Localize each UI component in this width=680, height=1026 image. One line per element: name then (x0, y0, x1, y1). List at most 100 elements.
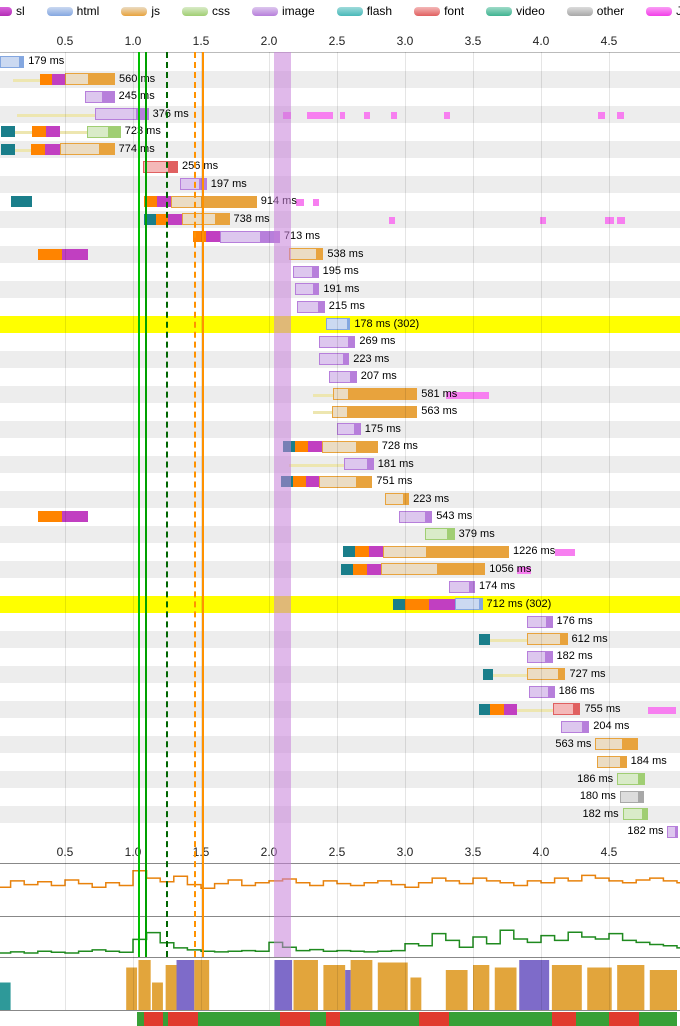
waterfall-rows: 179 ms 560 ms 245 ms 376 ms 723 ms 774 ms 256 … (0, 53, 680, 841)
waterfall-row[interactable]: 914 ms (0, 193, 680, 211)
waterfall-row[interactable]: 181 ms (0, 455, 680, 473)
segment-dl (558, 668, 566, 680)
request-time-label: 191 ms (323, 282, 360, 295)
segment-dl (427, 545, 510, 558)
js-execution-mark (539, 216, 546, 224)
segment-ssl (52, 73, 65, 85)
segment-conn (292, 476, 307, 487)
waterfall-row[interactable]: 215 ms (0, 298, 680, 316)
waterfall-row[interactable]: 184 ms (0, 753, 680, 771)
waterfall-row[interactable]: 563 ms (0, 735, 680, 753)
waterfall-row[interactable]: 186 ms (0, 770, 680, 788)
request-time-label: 182 ms (582, 807, 619, 820)
segment-ttfb (619, 790, 639, 803)
segment-dl (574, 703, 581, 715)
other-swatch-icon (566, 6, 593, 16)
js-execution-mark (617, 216, 626, 224)
js-execution-mark (312, 199, 319, 206)
waterfall-row[interactable]: 379 ms (0, 525, 680, 543)
waterfall-row[interactable]: 245 ms (0, 88, 680, 106)
request-time-label: 174 ms (479, 580, 516, 592)
segment-conn (31, 143, 45, 155)
waterfall-row[interactable]: 223 ms (0, 350, 680, 368)
legend-label: js (151, 4, 161, 18)
segment-ttfb (424, 528, 448, 540)
waterfall-row[interactable]: 738 ms (0, 210, 680, 228)
waterfall-row[interactable]: 712 ms (302) (0, 595, 680, 613)
segment-ssl (45, 126, 60, 137)
legend-label: sl (16, 4, 25, 18)
segment-wait (493, 673, 528, 677)
waterfall-row[interactable]: 376 ms (0, 105, 680, 123)
time-axis-tick: 1.0 (124, 845, 142, 859)
waterfall-row[interactable]: 751 ms (0, 473, 680, 491)
segment-dns (479, 703, 490, 715)
waterfall-row[interactable]: 1226 ms (0, 543, 680, 561)
segment-ttfb (343, 458, 369, 470)
waterfall-row[interactable]: 186 ms (0, 683, 680, 701)
waterfall-row[interactable]: 581 ms (0, 385, 680, 403)
activity-script-block (445, 970, 468, 1010)
segment-dl (560, 633, 568, 645)
waterfall-row[interactable]: 204 ms (0, 718, 680, 736)
waterfall-row[interactable]: 727 ms (0, 665, 680, 683)
segment-dl (349, 335, 356, 348)
waterfall-row[interactable]: 755 ms (0, 700, 680, 718)
waterfall-row[interactable]: 179 ms (0, 53, 680, 71)
waterfall-row[interactable]: 774 ms (0, 140, 680, 158)
waterfall-row[interactable]: 195 ms (0, 263, 680, 281)
waterfall-row[interactable]: 175 ms (0, 420, 680, 438)
waterfall-row[interactable]: 256 ms (0, 158, 680, 176)
waterfall-row[interactable]: 197 ms (0, 175, 680, 193)
waterfall-row[interactable]: 182 ms (0, 823, 680, 841)
waterfall-row[interactable]: 543 ms (0, 508, 680, 526)
segment-ttfb (179, 178, 201, 190)
segment-ttfb (319, 335, 350, 348)
waterfall-row[interactable]: 191 ms (0, 280, 680, 298)
segment-wait (14, 148, 31, 152)
waterfall-row[interactable]: 207 ms (0, 368, 680, 386)
time-axis-tick: 2.5 (328, 845, 346, 859)
waterfall-row[interactable]: 560 ms (0, 70, 680, 88)
waterfall-row[interactable]: 269 ms (0, 333, 680, 351)
request-time-label: 713 ms (283, 230, 320, 242)
waterfall-row[interactable]: 612 ms (0, 630, 680, 648)
segment-dl (547, 615, 553, 628)
segment-ttfb (171, 195, 203, 208)
waterfall-row[interactable]: 174 ms (0, 578, 680, 596)
js-execution-mark (307, 111, 333, 119)
waterfall-row[interactable]: 180 ms (0, 788, 680, 806)
request-time-label: 245 ms (118, 90, 155, 102)
waterfall-row[interactable]: 1056 ms (0, 560, 680, 578)
waterfall-row[interactable]: 176 ms (0, 613, 680, 631)
activity-script-block (377, 962, 408, 1010)
request-time-label: 197 ms (210, 177, 247, 190)
waterfall-row[interactable]: 538 ms (0, 245, 680, 263)
waterfall-row[interactable]: 728 ms (0, 438, 680, 456)
long-task-segment (609, 1012, 639, 1026)
segment-dl (260, 230, 280, 243)
time-axis-tick: 2.5 (328, 34, 346, 48)
waterfall-row[interactable]: 182 ms (0, 648, 680, 666)
segment-ttfb (331, 405, 348, 418)
activity-script-block (138, 960, 151, 1010)
waterfall-row[interactable]: 713 ms (0, 228, 680, 246)
segment-conn (355, 546, 369, 557)
segment-dl (622, 738, 638, 750)
waterfall-row[interactable]: 563 ms (0, 403, 680, 421)
waterfall-row[interactable]: 178 ms (302) (0, 315, 680, 333)
request-time-label: 738 ms (233, 212, 270, 225)
request-time-label: 182 ms (627, 825, 664, 837)
segment-dns (343, 546, 356, 557)
waterfall-row[interactable]: 723 ms (0, 123, 680, 141)
long-task-segment (279, 1012, 310, 1026)
waterfall-row[interactable]: 223 ms (0, 490, 680, 508)
segment-ttfb (143, 160, 170, 173)
request-time-label: 1056 ms (489, 562, 532, 575)
request-time-label: 184 ms (630, 755, 667, 767)
segment-ttfb (526, 633, 561, 645)
segment-dl (215, 213, 230, 225)
time-axis-tick: 0.5 (56, 34, 74, 48)
segment-dns (282, 441, 295, 452)
waterfall-row[interactable]: 182 ms (0, 805, 680, 823)
